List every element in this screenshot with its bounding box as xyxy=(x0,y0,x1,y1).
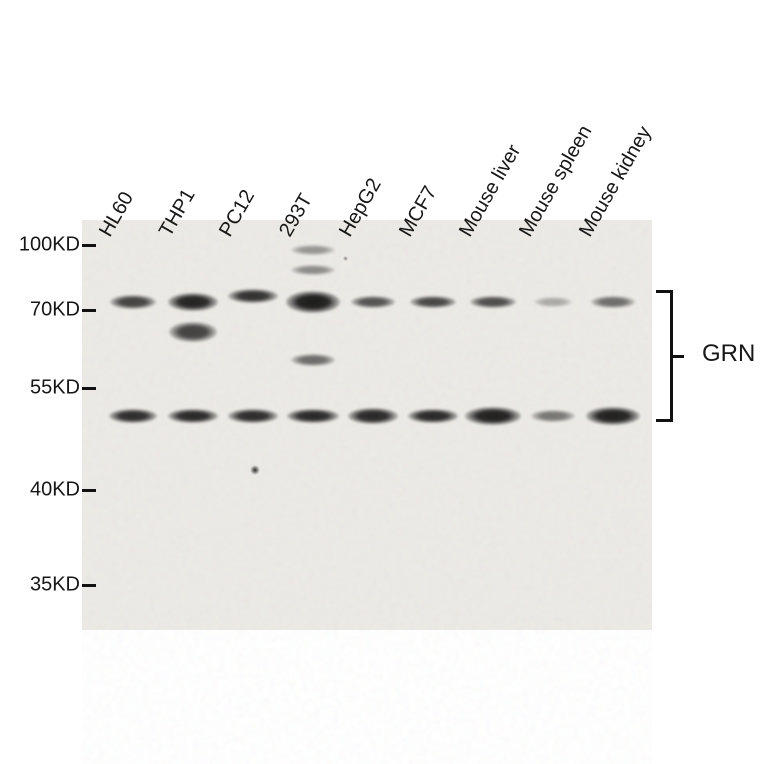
band xyxy=(287,409,339,423)
band xyxy=(470,296,516,308)
mw-tick xyxy=(82,309,96,312)
band xyxy=(291,265,335,275)
bracket-part xyxy=(656,419,670,422)
band xyxy=(168,293,218,311)
mw-tick xyxy=(82,244,96,247)
mw-tick xyxy=(82,387,96,390)
mw-tick xyxy=(82,489,96,492)
band xyxy=(110,295,156,309)
mw-label: 70KD xyxy=(30,299,80,322)
band xyxy=(586,407,640,425)
band xyxy=(291,354,335,366)
band xyxy=(408,409,458,423)
band xyxy=(351,296,395,308)
band xyxy=(534,297,572,307)
band xyxy=(465,407,521,425)
band xyxy=(228,409,278,423)
band xyxy=(591,296,635,308)
band xyxy=(410,296,456,308)
mw-label: 40KD xyxy=(30,479,80,502)
bracket-part xyxy=(656,290,670,293)
mw-label: 100KD xyxy=(19,234,80,257)
band xyxy=(169,322,217,342)
band xyxy=(348,408,398,424)
band xyxy=(291,245,335,255)
band xyxy=(109,409,157,423)
mw-label: 35KD xyxy=(30,574,80,597)
speck xyxy=(250,465,260,475)
band xyxy=(531,410,575,422)
band xyxy=(228,289,278,303)
blot-membrane xyxy=(82,220,652,630)
band xyxy=(286,291,340,313)
speck xyxy=(343,256,348,261)
figure-stage: 100KD70KD55KD40KD35KD HL60THP1PC12293THe… xyxy=(0,0,764,764)
target-label: GRN xyxy=(702,340,755,368)
mw-label: 55KD xyxy=(30,377,80,400)
mw-tick xyxy=(82,584,96,587)
bracket-part xyxy=(670,355,684,358)
band xyxy=(168,409,218,423)
